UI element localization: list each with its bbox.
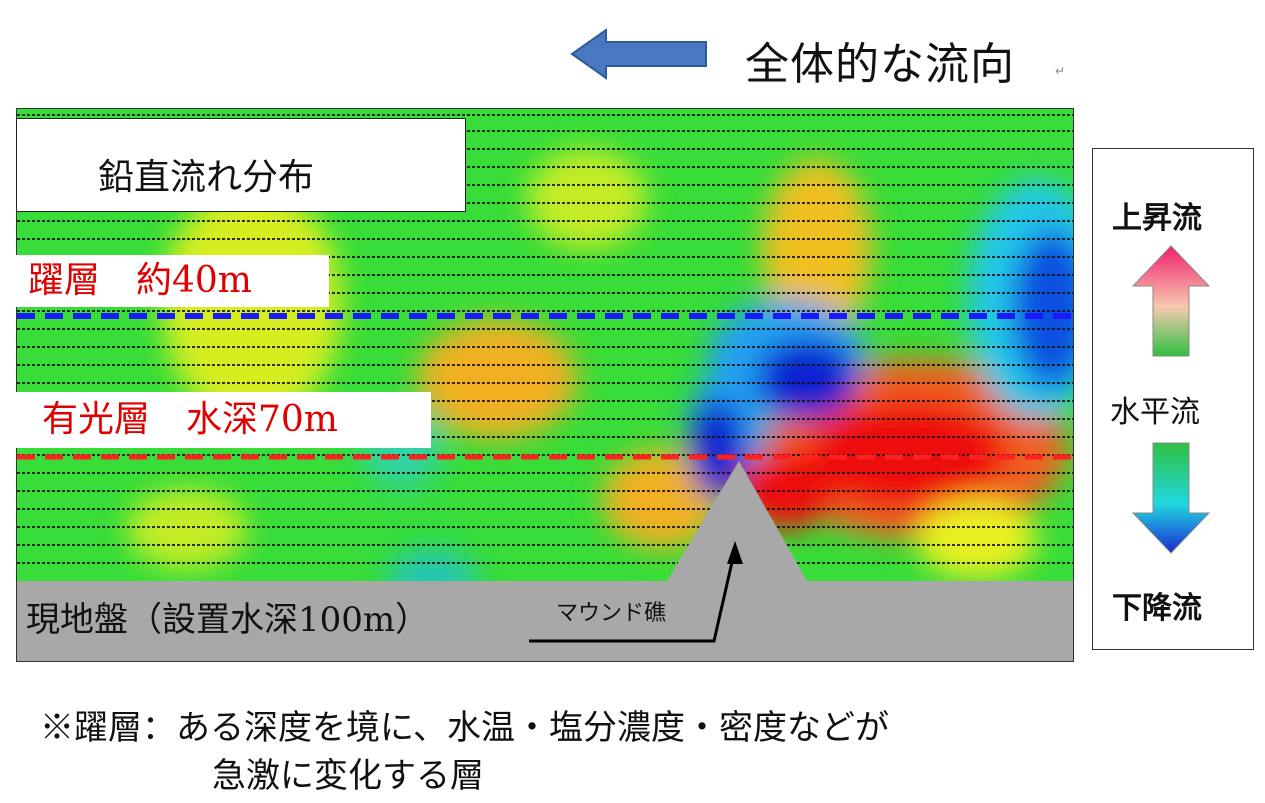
- thermocline-label: 躍層 約40m: [16, 255, 329, 307]
- legend-upflow: 上昇流: [1112, 201, 1202, 236]
- mound: [667, 461, 807, 581]
- mound-label: マウンド礁: [556, 601, 667, 626]
- note-line-1: ※躍層：ある深度を境に、水温・塩分濃度・密度などが: [40, 708, 889, 748]
- mound-pointer-arrow: [529, 541, 743, 643]
- flow-legend: [1092, 148, 1254, 650]
- legend-downflow: 下降流: [1112, 591, 1202, 626]
- title-box: [16, 118, 466, 212]
- paragraph-mark: ↵: [1055, 64, 1066, 78]
- note-line-2: 急激に変化する層: [212, 756, 484, 796]
- left-arrow-icon: [570, 26, 710, 86]
- legend-horizontal: 水平流: [1110, 395, 1200, 430]
- up-arrow-icon: [1131, 245, 1211, 357]
- euphotic-label: 有光層 水深70m: [16, 392, 431, 448]
- panel-title: 鉛直流れ分布: [98, 157, 315, 198]
- ground-label: 現地盤（設置水深100m）: [26, 600, 430, 640]
- down-arrow-icon: [1131, 442, 1211, 554]
- flow-direction-label: 全体的な流向: [745, 39, 1015, 90]
- seabed: [17, 581, 1073, 661]
